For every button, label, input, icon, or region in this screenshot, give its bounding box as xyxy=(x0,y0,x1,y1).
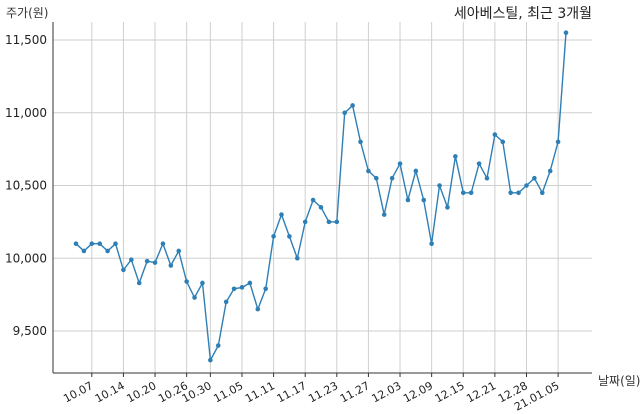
series-line xyxy=(75,32,567,363)
data-point xyxy=(192,295,197,300)
data-point xyxy=(539,190,545,196)
data-point xyxy=(374,175,379,181)
data-point xyxy=(492,132,498,137)
data-point xyxy=(89,241,95,246)
data-point xyxy=(168,263,174,268)
data-point xyxy=(468,190,474,196)
data-point xyxy=(366,168,371,174)
data-point xyxy=(144,258,150,264)
x-tick-label: 12.09 xyxy=(401,379,435,405)
x-tick-label: 12.15 xyxy=(433,379,467,405)
data-point xyxy=(476,161,482,166)
data-point xyxy=(121,267,126,273)
data-point xyxy=(453,154,458,159)
data-point xyxy=(81,248,87,254)
grid-layer xyxy=(53,22,592,377)
x-tick-label: 12.03 xyxy=(370,379,404,405)
data-point xyxy=(247,280,253,286)
data-point xyxy=(239,285,245,290)
y-tick-label: 9,500 xyxy=(13,324,47,338)
data-point xyxy=(152,260,158,265)
x-tick-label: 11.17 xyxy=(275,379,309,405)
data-point xyxy=(255,306,261,312)
data-point xyxy=(136,280,142,286)
y-axis-label: 주가(원) xyxy=(6,6,48,20)
data-point xyxy=(310,197,316,203)
data-point xyxy=(350,103,355,108)
data-point xyxy=(460,190,466,196)
series-layer xyxy=(73,30,569,363)
data-point xyxy=(524,183,529,188)
axis-layer xyxy=(52,22,592,374)
data-point xyxy=(389,175,395,181)
data-point xyxy=(334,219,340,225)
data-point xyxy=(279,212,284,217)
y-tick-label: 11,000 xyxy=(5,106,47,120)
data-point xyxy=(200,280,205,286)
x-axis-label: 날짜(일) xyxy=(598,374,640,388)
data-point xyxy=(500,139,506,145)
data-point xyxy=(176,248,182,254)
data-point xyxy=(429,241,434,246)
data-point xyxy=(318,205,324,210)
data-point xyxy=(437,183,442,188)
data-point xyxy=(129,257,134,263)
data-point xyxy=(405,197,411,203)
data-point xyxy=(231,286,237,292)
data-point xyxy=(208,357,213,363)
x-tick-label: 10.14 xyxy=(93,379,127,405)
data-point xyxy=(516,190,521,196)
x-tick-label: 11.11 xyxy=(243,379,277,405)
data-point xyxy=(184,279,189,284)
y-tick-label: 10,000 xyxy=(5,251,47,265)
y-tick-label: 10,500 xyxy=(5,179,47,193)
data-point xyxy=(160,241,166,246)
data-point xyxy=(342,110,348,116)
data-point xyxy=(97,241,103,246)
data-point xyxy=(547,168,553,174)
data-point xyxy=(215,343,221,348)
y-tick-label: 11,500 xyxy=(5,33,47,47)
data-point xyxy=(555,139,561,145)
data-point xyxy=(326,219,332,225)
x-tick-label: 12.21 xyxy=(464,379,498,405)
data-point xyxy=(105,248,110,254)
y-tick-labels: 9,500 10,000 10,500 11,000 11,500 xyxy=(5,33,47,338)
x-tick-label: 10.20 xyxy=(125,379,159,405)
x-tick-label: 11.23 xyxy=(306,379,340,405)
data-point xyxy=(302,219,308,225)
data-point xyxy=(271,234,276,239)
data-point xyxy=(484,175,490,181)
data-point xyxy=(287,234,292,239)
data-point xyxy=(445,205,450,210)
data-point xyxy=(113,241,118,246)
x-tick-label: 11.27 xyxy=(338,379,372,405)
chart-title: 세아베스틸, 최근 3개월 xyxy=(454,6,592,22)
x-tick-labels: 10.0710.1410.2010.2610.3011.0511.1111.17… xyxy=(61,379,561,413)
data-point xyxy=(358,139,363,145)
x-tick-label: 10.07 xyxy=(61,379,95,405)
data-point xyxy=(73,241,79,246)
data-point xyxy=(413,168,419,174)
data-point xyxy=(508,190,513,196)
data-point xyxy=(397,161,403,166)
x-tick-label: 11.05 xyxy=(211,379,245,405)
data-point xyxy=(563,30,569,36)
data-point xyxy=(223,299,229,305)
data-point xyxy=(421,197,427,203)
data-point xyxy=(294,255,300,261)
data-point xyxy=(532,175,537,181)
data-point xyxy=(381,212,387,217)
data-point xyxy=(263,286,268,292)
